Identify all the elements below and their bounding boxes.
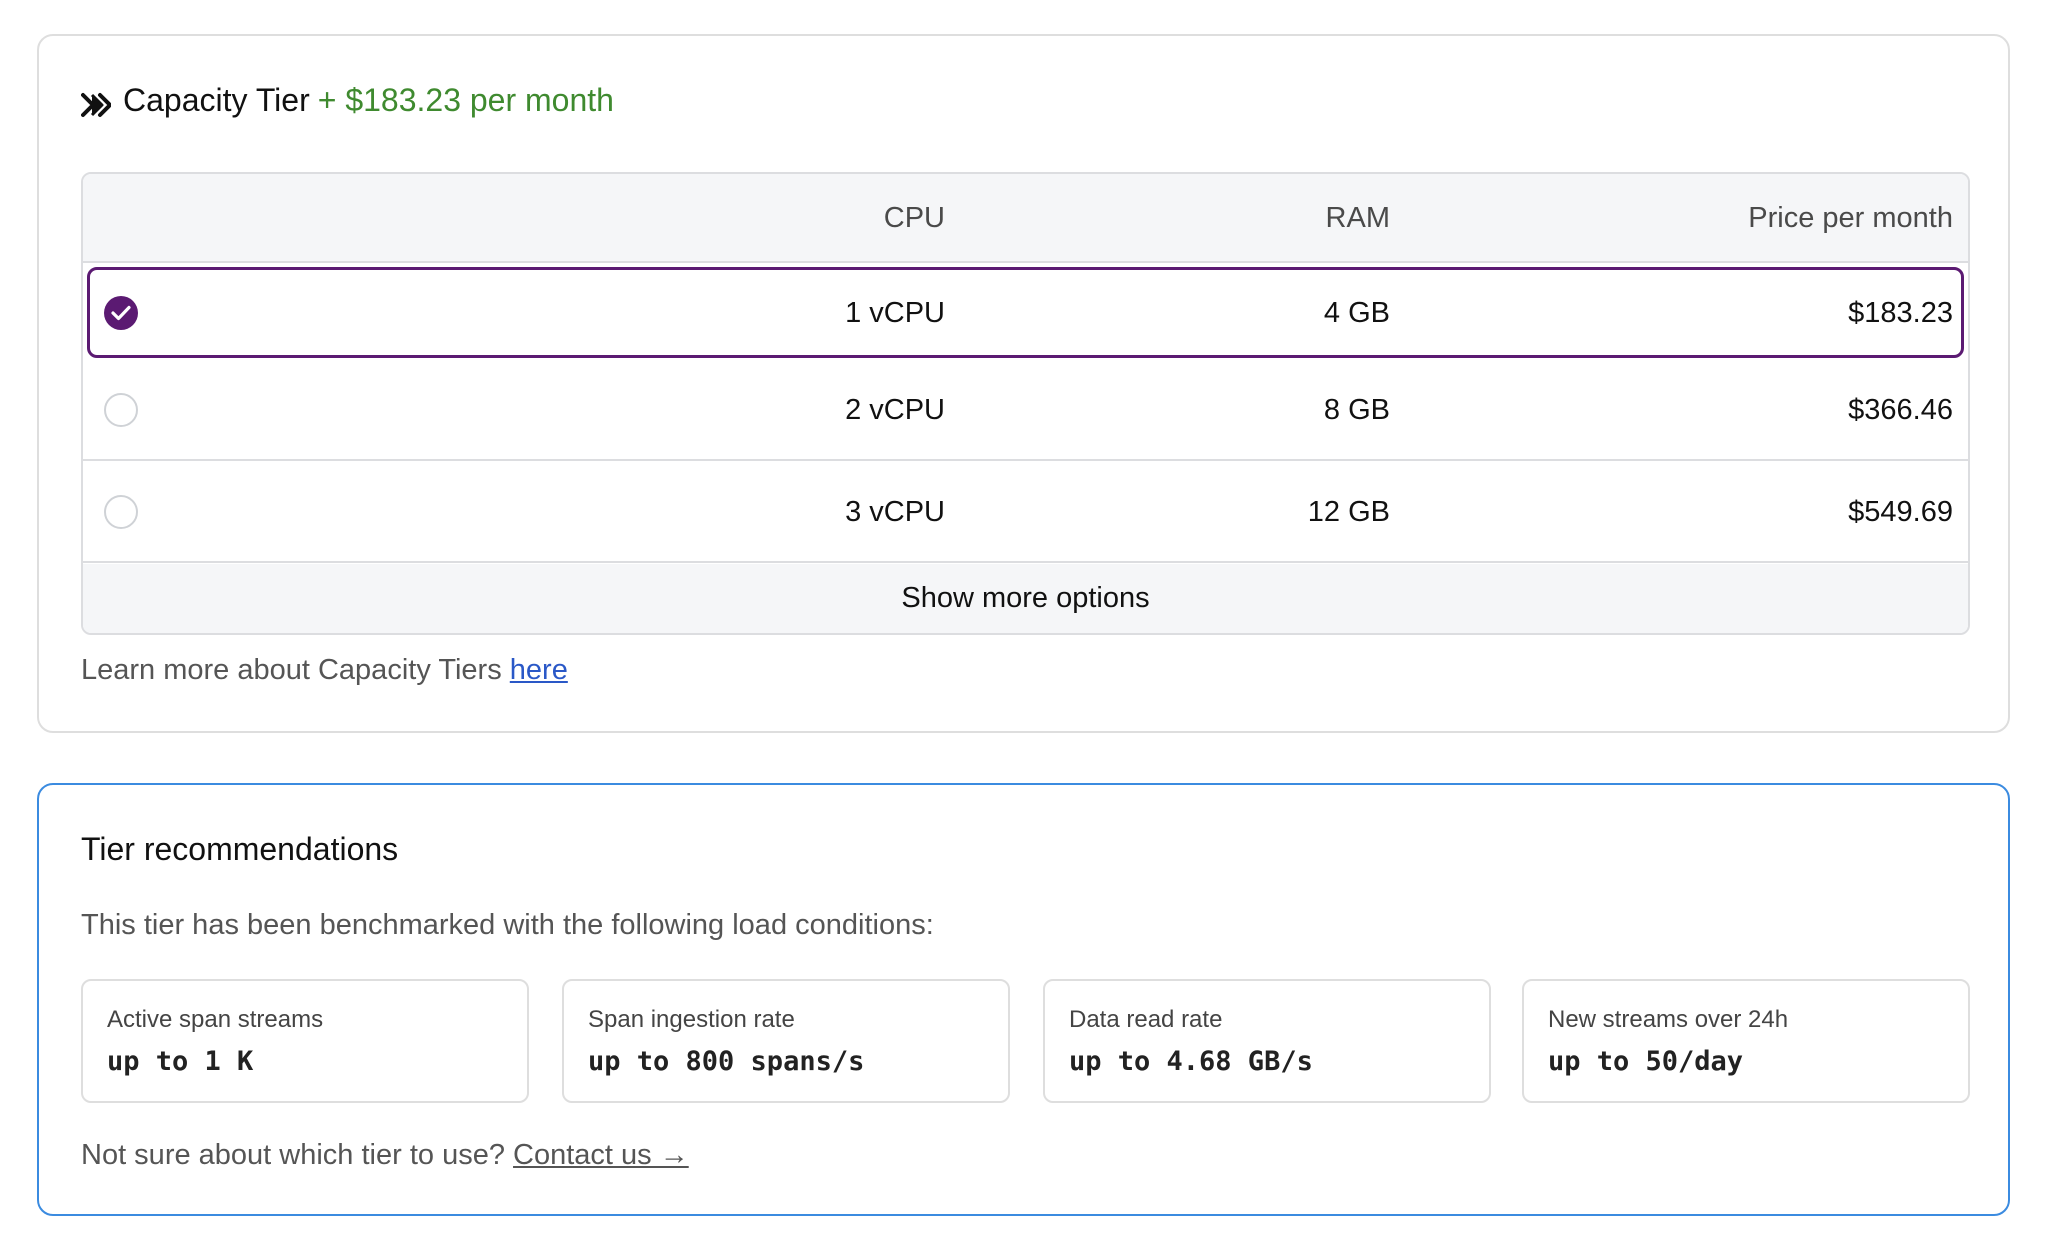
tier-row-1[interactable]: 1 vCPU 4 GB $183.23 [83,267,1968,358]
metric-label: New streams over 24h [1548,1006,1789,1033]
metric-value: up to 800 spans/s [588,1046,865,1077]
capacity-tier-header: Capacity Tier + $183.23 per month [81,80,614,120]
row-ram: 4 GB [1323,296,1390,329]
show-more-options-button[interactable]: Show more options [83,564,1968,633]
capacity-tier-card: Capacity Tier + $183.23 per month CPU RA… [37,34,2010,733]
double-chevron-right-icon [81,87,112,117]
header-cpu: CPU [883,201,945,234]
contact-prefix: Not sure about which tier to use? [81,1139,505,1171]
row-cpu: 3 vCPU [845,495,945,528]
row-cpu: 2 vCPU [845,393,945,426]
metric-card: Data read rate up to 4.68 GB/s [1043,979,1491,1103]
tier-table: CPU RAM Price per month 1 vCPU 4 GB $183… [81,172,1970,635]
metrics-grid: Active span streams up to 1 K Span inges… [81,979,1970,1103]
capacity-tier-title: Capacity Tier [123,82,310,118]
recommendations-title: Tier recommendations [81,831,399,867]
header-ram: RAM [1325,201,1390,234]
contact-us-link[interactable]: Contact us → [513,1139,689,1171]
learn-more-prefix: Learn more about Capacity Tiers [81,654,502,686]
learn-more-link[interactable]: here [509,654,568,686]
metric-card: Span ingestion rate up to 800 spans/s [562,979,1010,1103]
tier-row-2[interactable]: 2 vCPU 8 GB $366.46 [83,360,1968,461]
row-price: $183.23 [1848,296,1953,329]
header-price: Price per month [1748,201,1953,234]
tier-recommendations-card: Tier recommendations This tier has been … [37,783,2010,1216]
contact-text: Not sure about which tier to use? Contac… [81,1135,689,1175]
metric-value: up to 1 K [107,1046,254,1077]
radio-button[interactable] [104,494,138,529]
metric-value: up to 50/day [1548,1046,1744,1077]
price-summary: + $183.23 per month [317,82,614,118]
metric-card: Active span streams up to 1 K [81,979,529,1103]
row-price: $366.46 [1848,393,1953,426]
row-cpu: 1 vCPU [845,296,945,329]
metric-label: Span ingestion rate [588,1006,795,1033]
tier-row-3[interactable]: 3 vCPU 12 GB $549.69 [83,462,1968,563]
metric-label: Data read rate [1069,1006,1223,1033]
row-price: $549.69 [1848,495,1953,528]
learn-more-text: Learn more about Capacity Tiers here [81,650,568,690]
metric-label: Active span streams [107,1006,324,1033]
row-ram: 8 GB [1323,393,1390,426]
row-ram: 12 GB [1307,495,1390,528]
check-circle-icon[interactable] [104,295,138,330]
selected-row-outline [87,267,1964,358]
radio-button[interactable] [104,392,138,427]
metric-card: New streams over 24h up to 50/day [1522,979,1970,1103]
metric-value: up to 4.68 GB/s [1069,1046,1313,1077]
table-header: CPU RAM Price per month [83,174,1968,263]
recommendations-subtitle: This tier has been benchmarked with the … [81,909,934,941]
